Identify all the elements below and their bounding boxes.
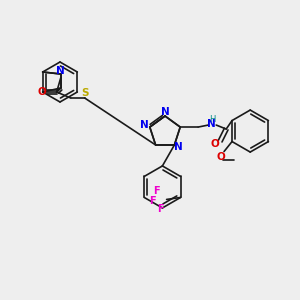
Text: O: O <box>211 139 220 149</box>
Text: F: F <box>149 196 156 206</box>
Text: N: N <box>160 107 169 117</box>
Text: F: F <box>153 186 160 197</box>
Text: N: N <box>56 66 65 76</box>
Text: H: H <box>209 115 215 124</box>
Text: O: O <box>37 87 46 97</box>
Text: S: S <box>81 88 88 98</box>
Text: N: N <box>140 120 149 130</box>
Text: O: O <box>217 152 225 162</box>
Text: N: N <box>207 119 216 129</box>
Text: F: F <box>157 204 164 214</box>
Text: N: N <box>174 142 183 152</box>
